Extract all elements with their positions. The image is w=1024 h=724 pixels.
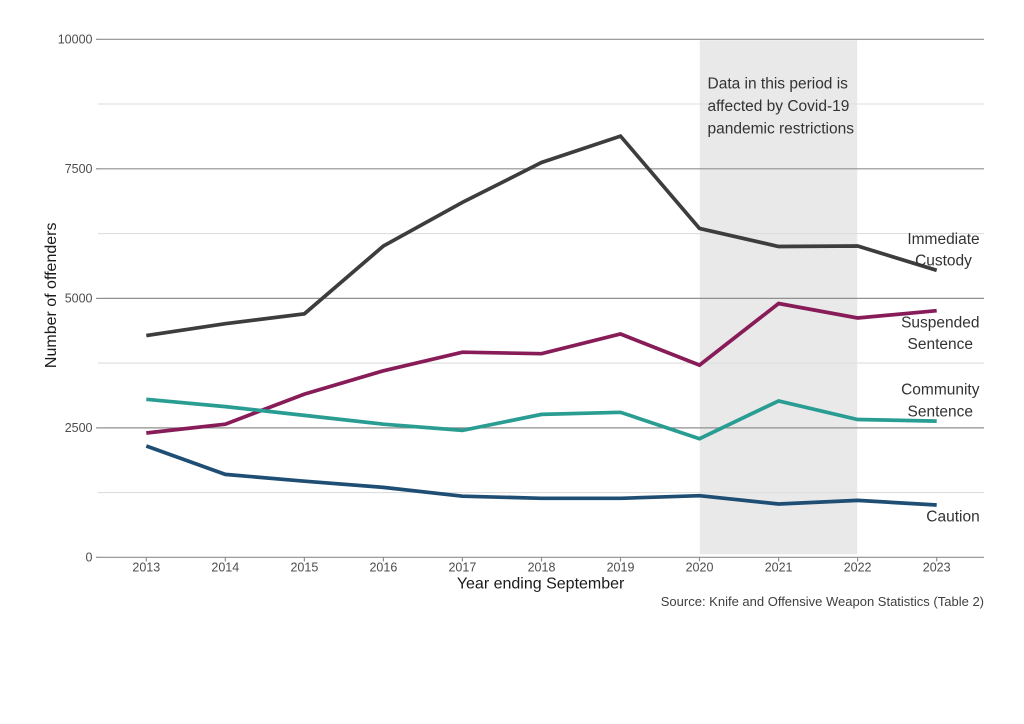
svg-text:Immediate: Immediate — [907, 231, 979, 248]
svg-text:Number of offenders: Number of offenders — [43, 223, 60, 369]
svg-text:2013: 2013 — [132, 561, 160, 575]
svg-text:2023: 2023 — [923, 561, 951, 575]
svg-text:Suspended: Suspended — [901, 315, 979, 332]
svg-text:Custody: Custody — [915, 253, 972, 270]
svg-text:2018: 2018 — [528, 561, 556, 575]
svg-text:2020: 2020 — [686, 561, 714, 575]
svg-text:Community: Community — [901, 381, 980, 398]
svg-text:7500: 7500 — [65, 162, 93, 176]
svg-text:Data in this period is: Data in this period is — [708, 75, 849, 92]
svg-text:2019: 2019 — [607, 561, 635, 575]
svg-text:Year ending September: Year ending September — [457, 576, 625, 593]
svg-text:10000: 10000 — [58, 33, 93, 47]
svg-text:Sentence: Sentence — [908, 336, 974, 353]
svg-text:0: 0 — [86, 551, 93, 565]
svg-text:pandemic restrictions: pandemic restrictions — [708, 120, 855, 137]
svg-text:2016: 2016 — [369, 561, 397, 575]
svg-text:2021: 2021 — [765, 561, 793, 575]
svg-text:2022: 2022 — [844, 561, 872, 575]
svg-text:2015: 2015 — [290, 561, 318, 575]
svg-text:2014: 2014 — [211, 561, 239, 575]
svg-text:5000: 5000 — [65, 292, 93, 306]
svg-text:Caution: Caution — [926, 509, 979, 526]
svg-text:2500: 2500 — [65, 421, 93, 435]
svg-text:2017: 2017 — [448, 561, 476, 575]
svg-text:affected by Covid-19: affected by Covid-19 — [708, 98, 850, 115]
svg-text:Sentence: Sentence — [908, 404, 974, 421]
svg-text:Source: Knife and Offensive We: Source: Knife and Offensive Weapon Stati… — [661, 594, 984, 609]
